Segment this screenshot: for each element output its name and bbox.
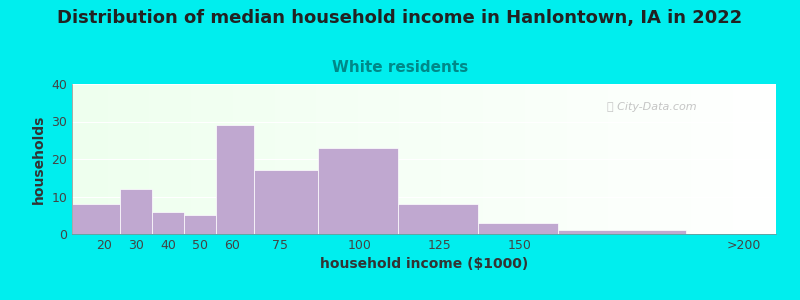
- Text: White residents: White residents: [332, 60, 468, 75]
- X-axis label: household income ($1000): household income ($1000): [320, 257, 528, 272]
- Bar: [318, 148, 398, 234]
- Y-axis label: households: households: [32, 114, 46, 204]
- Bar: [398, 204, 478, 234]
- Bar: [120, 189, 152, 234]
- Bar: [216, 125, 254, 234]
- Text: ⓘ City-Data.com: ⓘ City-Data.com: [607, 102, 697, 112]
- Bar: [478, 223, 558, 234]
- Bar: [254, 170, 318, 234]
- Bar: [152, 212, 184, 234]
- Bar: [184, 215, 216, 234]
- Text: Distribution of median household income in Hanlontown, IA in 2022: Distribution of median household income …: [58, 9, 742, 27]
- Bar: [558, 230, 686, 234]
- Bar: [72, 204, 120, 234]
